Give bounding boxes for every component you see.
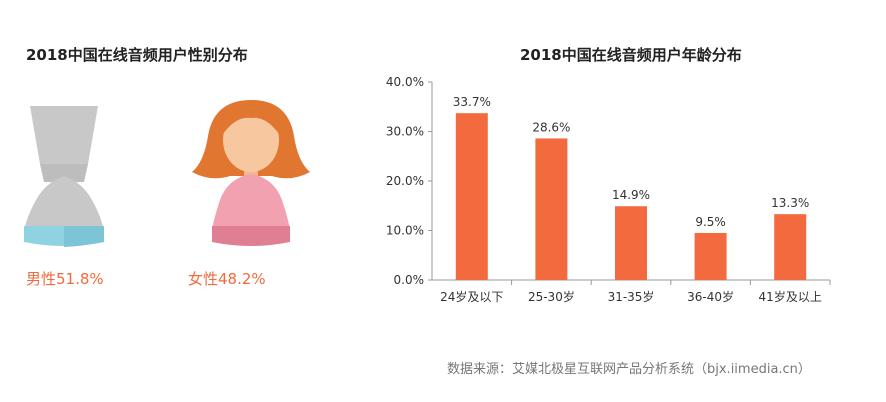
female-face-shape <box>223 108 279 172</box>
bar <box>694 232 727 280</box>
male-neck-shape <box>40 164 88 182</box>
x-tick-label: 36-40岁 <box>687 289 734 304</box>
male-avatar-icon <box>24 106 104 247</box>
male-body-shape <box>24 176 104 232</box>
bar <box>774 214 807 280</box>
age-chart-title: 2018中国在线音频用户年龄分布 <box>520 46 742 64</box>
bar-data-label: 33.7% <box>453 95 491 109</box>
x-tick-label: 31-35岁 <box>608 289 655 304</box>
bar <box>535 138 568 280</box>
male-head-shape <box>30 106 98 180</box>
male-percentage-label: 男性51.8% <box>26 270 104 288</box>
bar-data-label: 9.5% <box>695 215 726 229</box>
y-tick-label: 20.0% <box>386 174 424 188</box>
y-tick-label: 30.0% <box>386 125 424 139</box>
source-note: 数据来源：艾媒北极星互联网产品分析系统（bjx.iimedia.cn） <box>447 362 811 377</box>
x-tick-label: 41岁及以上 <box>759 289 822 304</box>
female-avatar-icon <box>192 100 310 246</box>
bar <box>615 206 647 280</box>
age-bar-chart: 0.0% 10.0% 20.0% 30.0% 40.0% 33.7% 24岁及以下 28.6%… <box>386 75 831 304</box>
female-percentage-label: 女性48.2% <box>188 270 266 288</box>
x-tick-label: 25-30岁 <box>528 289 575 304</box>
y-tick-label: 10.0% <box>386 224 424 238</box>
bar-data-label: 28.6% <box>532 120 570 134</box>
y-tick-label: 40.0% <box>386 75 424 89</box>
gender-chart-title: 2018中国在线音频用户性别分布 <box>26 46 248 64</box>
female-hair-fringe <box>223 108 279 134</box>
bar-data-label: 13.3% <box>771 196 809 210</box>
male-base-shade <box>64 226 104 247</box>
bar-data-label: 14.9% <box>612 188 650 202</box>
female-body-shape <box>212 174 290 230</box>
female-base-shape <box>212 226 290 246</box>
y-tick-label: 0.0% <box>394 273 425 287</box>
bar <box>455 113 488 280</box>
x-tick-label: 24岁及以下 <box>440 289 503 304</box>
